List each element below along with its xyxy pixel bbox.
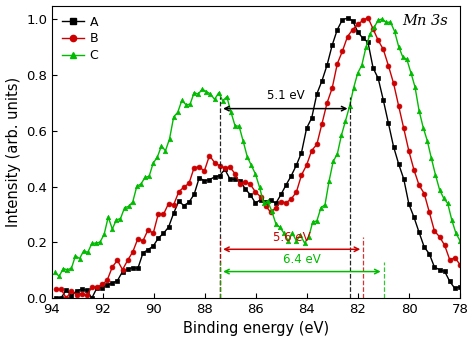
C xyxy=(375,18,381,22)
B xyxy=(212,160,218,165)
C xyxy=(52,270,58,274)
B xyxy=(207,154,212,158)
B xyxy=(457,263,463,267)
C xyxy=(56,274,62,278)
Line: B: B xyxy=(54,15,463,301)
B xyxy=(94,285,100,289)
A xyxy=(345,16,350,20)
A xyxy=(273,201,279,205)
Legend: A, B, C: A, B, C xyxy=(58,12,102,66)
Text: 5.6 eV: 5.6 eV xyxy=(273,231,310,244)
B xyxy=(64,296,69,300)
B xyxy=(176,190,182,194)
A xyxy=(89,296,95,300)
A xyxy=(176,199,182,203)
B xyxy=(273,206,279,210)
C xyxy=(69,266,74,270)
C xyxy=(245,155,250,159)
A xyxy=(94,286,100,290)
A xyxy=(53,296,59,300)
A xyxy=(457,285,463,289)
C xyxy=(380,17,385,21)
A xyxy=(191,192,197,196)
B xyxy=(53,287,59,291)
Text: 5.1 eV: 5.1 eV xyxy=(266,89,304,102)
C xyxy=(359,63,365,67)
Y-axis label: Intensity (arb. units): Intensity (arb. units) xyxy=(6,77,20,227)
B xyxy=(191,166,197,170)
Line: C: C xyxy=(53,17,462,278)
X-axis label: Binding energy (eV): Binding energy (eV) xyxy=(183,321,329,337)
C xyxy=(81,249,87,253)
Text: 6.4 eV: 6.4 eV xyxy=(283,253,321,266)
A xyxy=(207,177,212,182)
C xyxy=(457,239,463,243)
C xyxy=(212,97,218,102)
A xyxy=(212,175,218,179)
B xyxy=(365,15,371,19)
Line: A: A xyxy=(54,16,462,300)
Text: Mn 3s: Mn 3s xyxy=(402,14,448,28)
